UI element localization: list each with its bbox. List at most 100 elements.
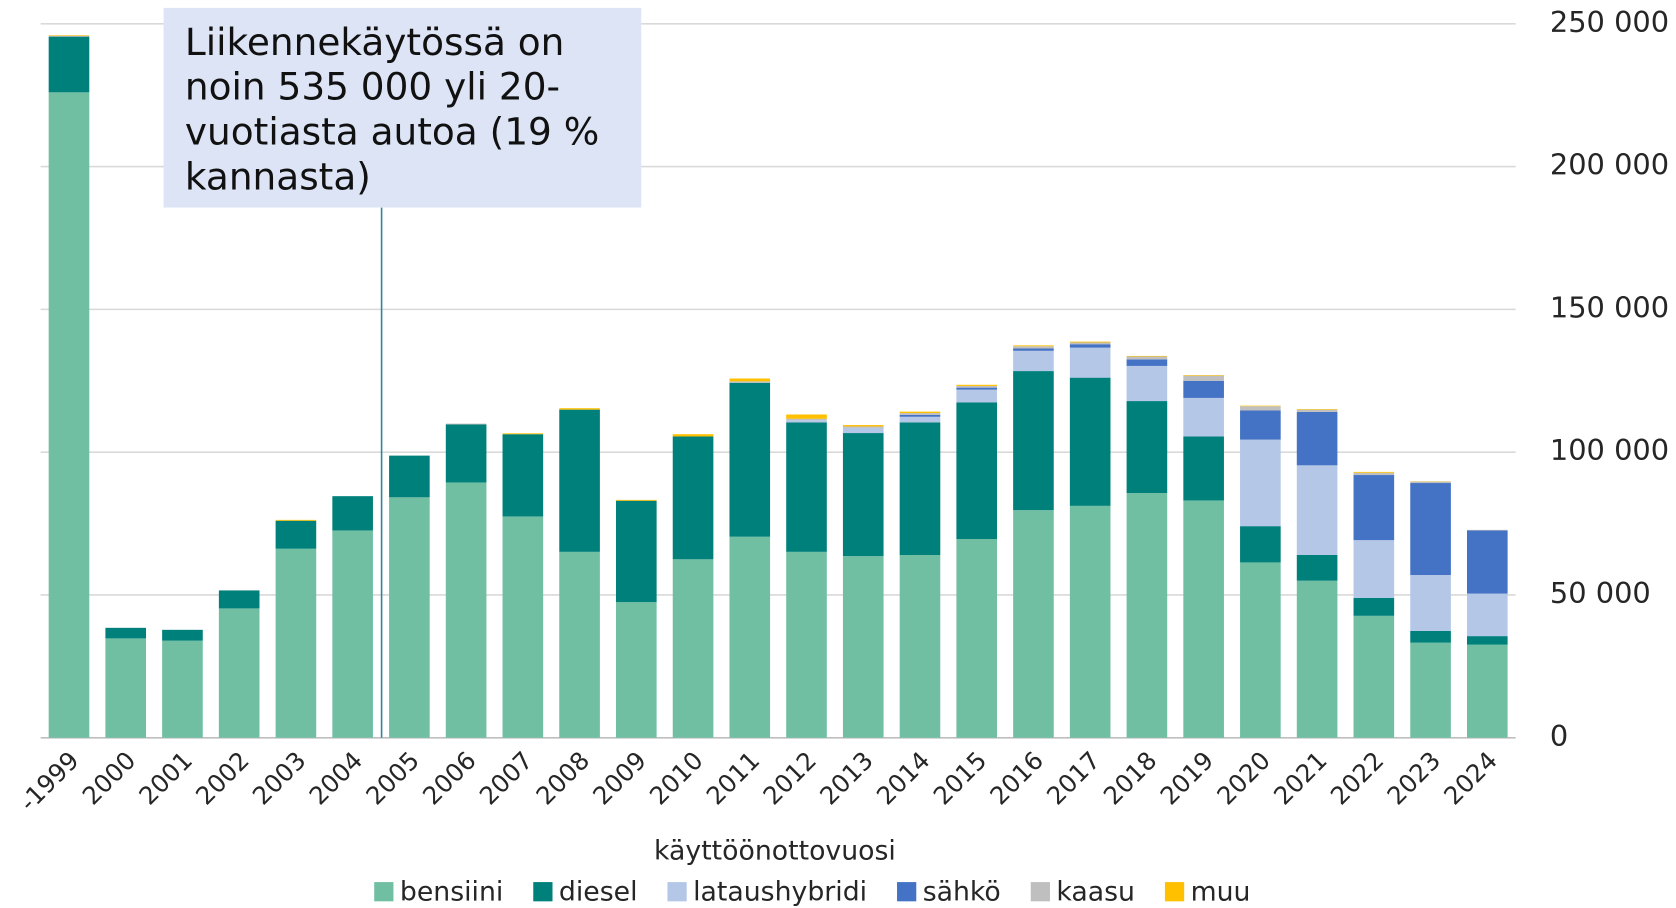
legend-swatch xyxy=(1030,882,1050,902)
legend-label: diesel xyxy=(559,876,638,907)
bar-segment xyxy=(729,378,771,382)
x-tick-label: 2003 xyxy=(247,746,312,811)
bar-segment xyxy=(275,548,317,738)
legend-swatch xyxy=(533,882,553,902)
bar-segment xyxy=(899,416,941,423)
bar-segment xyxy=(786,551,827,738)
x-tick-label: 2010 xyxy=(644,746,709,811)
x-tick-label: 2015 xyxy=(928,746,993,811)
bar-segment xyxy=(559,551,600,738)
bar-segment xyxy=(616,499,657,501)
bar-segment xyxy=(48,35,90,36)
bar-segment xyxy=(842,556,884,738)
y-tick-label: 100 000 xyxy=(1550,433,1669,467)
bar-segment xyxy=(1183,500,1224,738)
bar-segment xyxy=(899,413,941,415)
bar-segment xyxy=(1183,380,1224,398)
legend: bensiini diesel lataushybridi sähkö kaasu muu xyxy=(374,876,1250,907)
bar-segment xyxy=(1013,350,1054,372)
bar-segment xyxy=(956,384,998,386)
bar-segment xyxy=(956,389,998,403)
x-tick-label: 2000 xyxy=(77,746,142,811)
bar-segment xyxy=(786,414,827,419)
bar-segment xyxy=(1069,344,1111,348)
bar-segment xyxy=(899,411,941,414)
x-tick-label: 2011 xyxy=(701,746,766,811)
bar-segment xyxy=(1183,436,1224,501)
bar-segment xyxy=(1466,636,1508,645)
bar-segment xyxy=(956,402,998,540)
bar-segment xyxy=(1126,355,1168,357)
bar-segment xyxy=(616,500,657,603)
x-tick-label: 2020 xyxy=(1211,746,1276,811)
bar-segment xyxy=(162,640,203,738)
bar-segment xyxy=(1126,401,1168,494)
legend-label: kaasu xyxy=(1056,876,1135,907)
bar-segment xyxy=(1410,574,1451,631)
bar-segment xyxy=(1410,483,1451,575)
bar-segment xyxy=(1183,375,1224,376)
bar-segment xyxy=(1240,406,1281,411)
bar-segment xyxy=(332,530,373,738)
bar-segment xyxy=(332,496,373,531)
bar-segment xyxy=(956,387,998,390)
bar-segment xyxy=(1069,505,1111,738)
bar-segment xyxy=(1240,562,1281,738)
bar-segment xyxy=(899,414,941,417)
bar-segment xyxy=(1240,439,1281,527)
bar-segment xyxy=(1013,345,1054,347)
legend-label: bensiini xyxy=(400,876,503,907)
bar-segment xyxy=(672,559,714,738)
x-tick-label: 2005 xyxy=(360,746,425,811)
y-tick-label: 50 000 xyxy=(1550,576,1651,610)
bar-segment xyxy=(1240,526,1281,563)
annotation: Liikennekäytössä on noin 535 000 yli 20-… xyxy=(163,7,642,208)
legend-label: lataushybridi xyxy=(693,876,867,907)
bar-segment xyxy=(502,516,544,738)
bar-segment xyxy=(729,381,771,383)
bar-segment xyxy=(275,520,317,549)
bar-segment xyxy=(1410,642,1451,738)
bar-segment xyxy=(1126,493,1168,738)
legend-label: sähkö xyxy=(923,876,1001,907)
bar-segment xyxy=(218,608,260,738)
bar-segment xyxy=(1013,371,1054,511)
annotation-box: Liikennekäytössä on noin 535 000 yli 20-… xyxy=(163,7,642,208)
bar-segment xyxy=(1353,472,1395,476)
x-tick-label: 2002 xyxy=(190,746,255,811)
bar-segment xyxy=(1466,593,1508,637)
bar-segment xyxy=(48,35,90,37)
legend-swatch xyxy=(374,882,394,902)
x-axis-title: käyttöönottovuosi xyxy=(654,836,896,867)
x-tick-label: 2017 xyxy=(1041,746,1106,811)
y-tick-label: 250 000 xyxy=(1550,5,1669,39)
bar-segment xyxy=(445,424,487,483)
bar-segment xyxy=(1296,555,1338,581)
x-tick-label: 2009 xyxy=(587,746,652,811)
bar-segment xyxy=(1466,530,1508,594)
x-tick-label: 2022 xyxy=(1325,746,1390,811)
bar-segment xyxy=(1410,630,1451,643)
bar-segment xyxy=(1013,346,1054,349)
bar-segment xyxy=(1069,347,1111,378)
x-tick-label: 2013 xyxy=(814,746,879,811)
bar-segment xyxy=(899,555,941,738)
bar-segment xyxy=(842,426,884,428)
bar-segment xyxy=(389,497,430,738)
bar-segment xyxy=(1013,348,1054,351)
bar-segment xyxy=(1126,359,1168,366)
bar-segment xyxy=(502,433,544,435)
bar-segment xyxy=(48,92,90,738)
x-tick-label: 2018 xyxy=(1098,746,1163,811)
bar-segment xyxy=(786,418,827,421)
bar-segment xyxy=(1296,409,1338,412)
bar-segment xyxy=(842,433,884,557)
x-tick-label: 2006 xyxy=(417,746,482,811)
bar-segment xyxy=(445,423,487,425)
bar-segment xyxy=(672,436,714,560)
x-tick-label: 2019 xyxy=(1154,746,1219,811)
legend-swatch xyxy=(897,882,917,902)
bar-segment xyxy=(559,408,600,410)
bar-segment xyxy=(218,590,260,609)
